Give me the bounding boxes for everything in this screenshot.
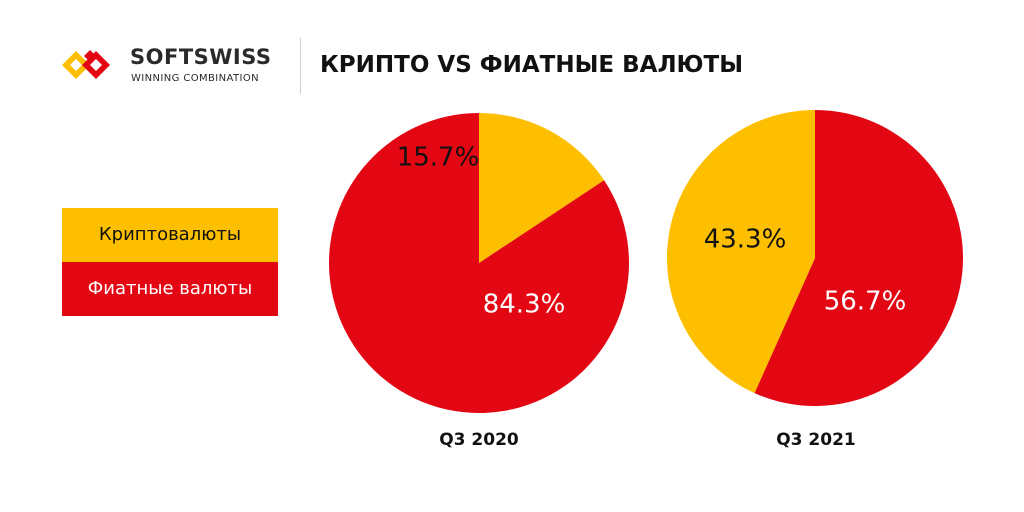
pie-label-q3-2021-fiat: 56.7% [824, 287, 907, 317]
pie-slice-q3-2020-crypto [479, 113, 605, 263]
pie-label-q3-2020-fiat: 84.3% [483, 290, 566, 320]
pie-slice-q3-2020-fiat [329, 113, 629, 413]
brand-name: SOFTSWISS [130, 45, 272, 69]
legend: Криптовалюты Фиатные валюты [62, 208, 278, 316]
legend-label-crypto: Криптовалюты [98, 224, 242, 245]
legend-item-fiat: Фиатные валюты [62, 262, 278, 316]
pie-label-q3-2020-crypto: 15.7% [397, 143, 480, 173]
pie-label-q3-2021-crypto: 43.3% [704, 225, 787, 255]
header-divider [300, 38, 301, 94]
brand-tagline: WINNING COMBINATION [131, 73, 260, 84]
pie-slice-q3-2021-fiat [754, 110, 963, 406]
pie-caption-q3-2021: Q3 2021 [776, 430, 856, 450]
softswiss-logo-mark-icon [62, 50, 110, 79]
legend-item-crypto: Криптовалюты [62, 208, 278, 262]
softswiss-logo: SOFTSWISS WINNING COMBINATION [60, 42, 280, 88]
page-title: КРИПТО VS ФИАТНЫЕ ВАЛЮТЫ [320, 52, 744, 78]
pie-caption-q3-2020: Q3 2020 [439, 430, 519, 450]
pie-slice-q3-2021-crypto [666, 110, 815, 394]
legend-label-fiat: Фиатные валюты [87, 278, 253, 299]
